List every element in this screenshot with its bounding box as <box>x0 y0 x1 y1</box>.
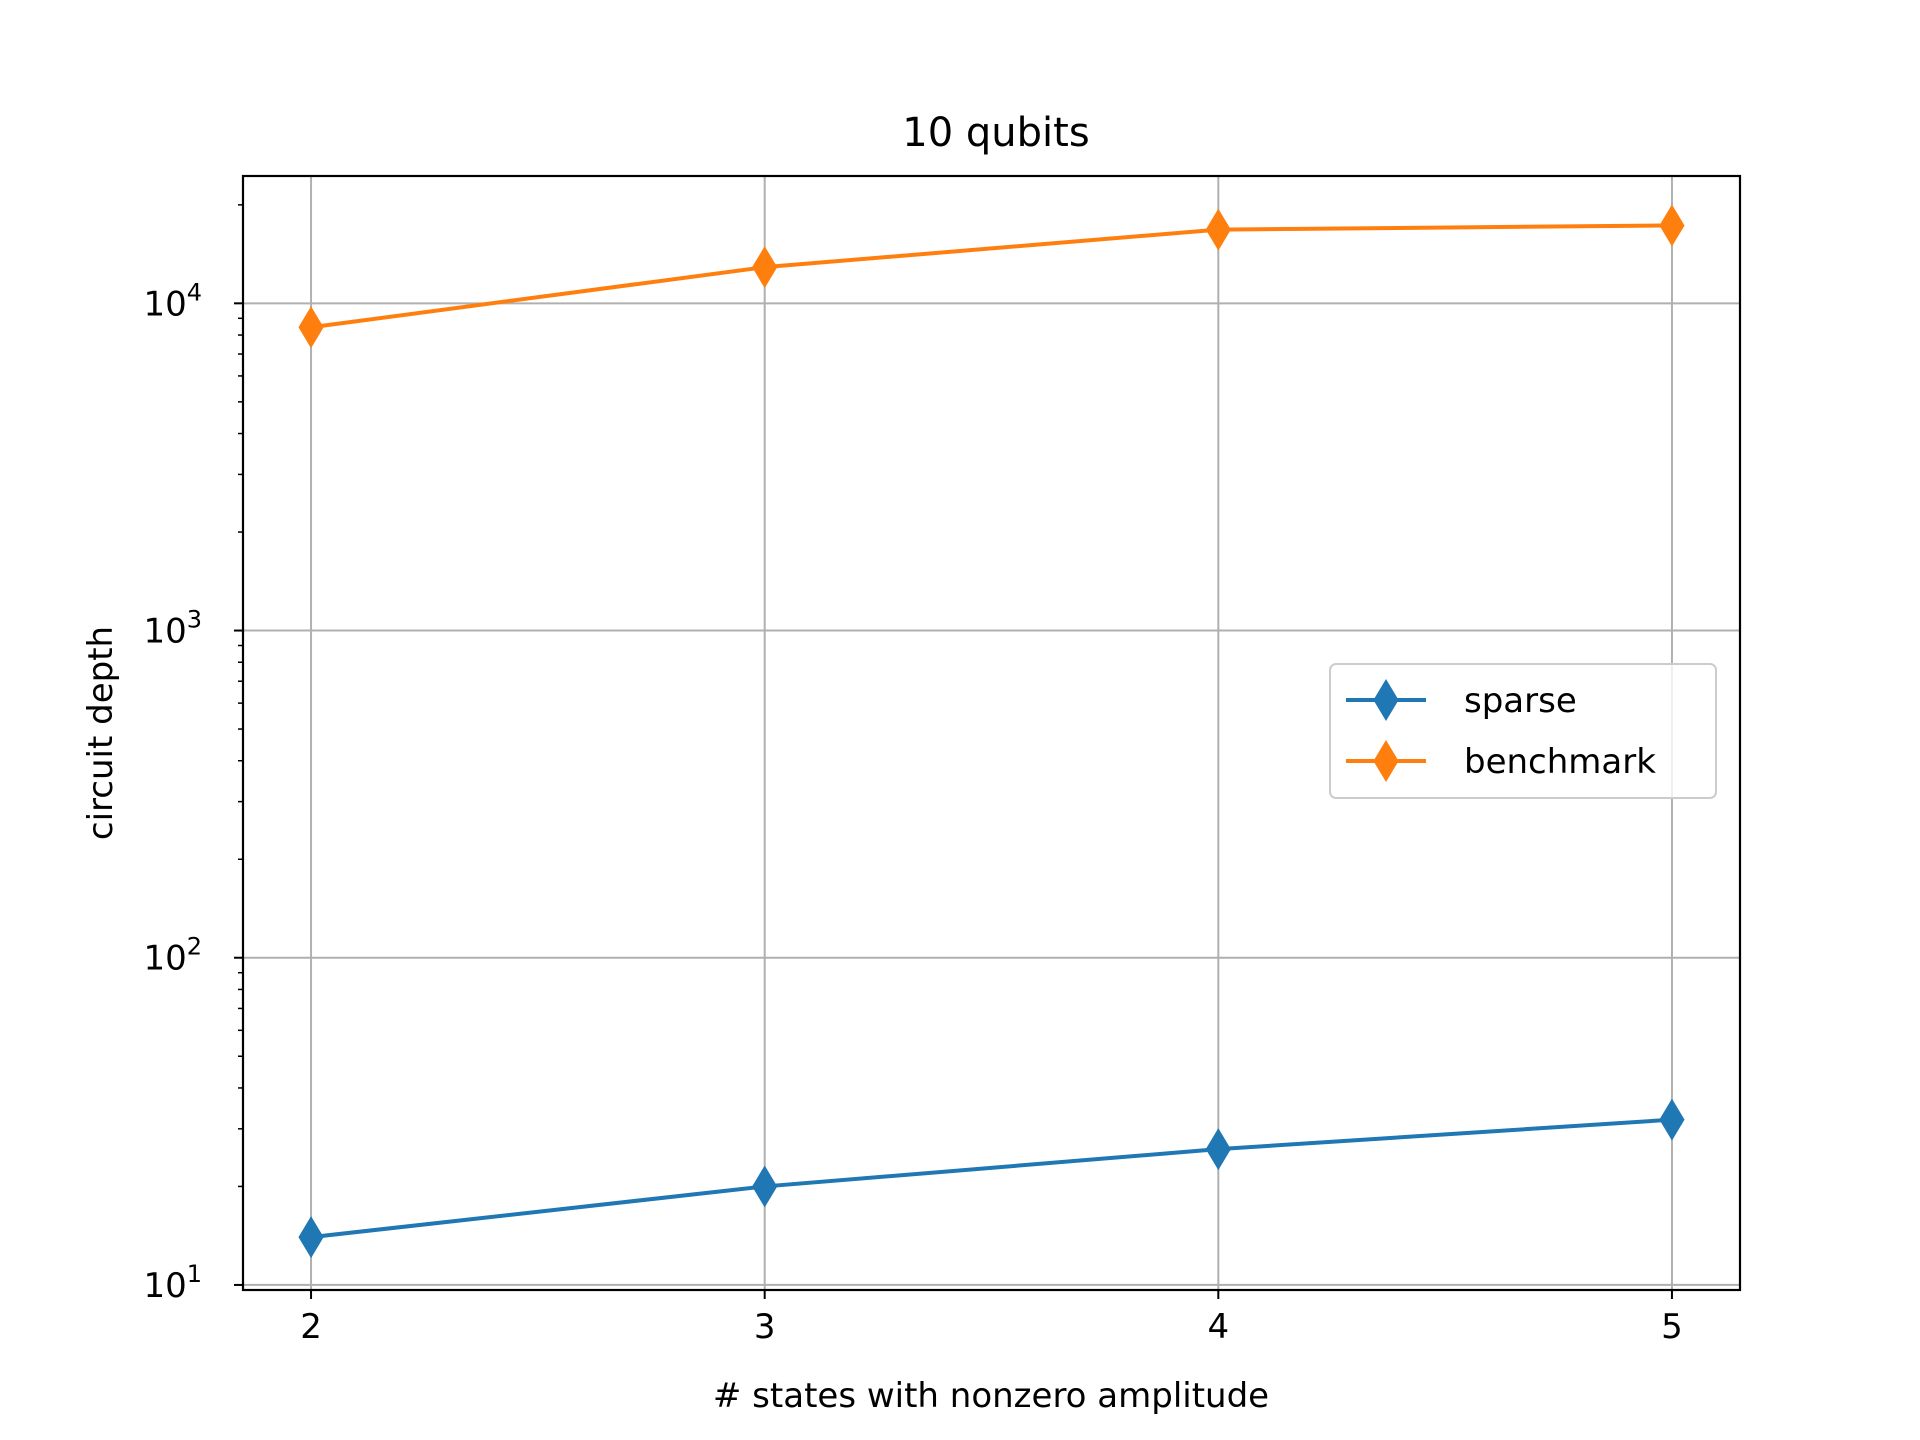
series-line-benchmark <box>308 223 1674 330</box>
series-line-sparse <box>308 1117 1675 1240</box>
legend-box <box>1329 663 1717 799</box>
legend-items: sparse benchmark <box>1346 679 1656 782</box>
data-point-sparse <box>298 1216 324 1259</box>
x-tick-label: 5 <box>1661 1307 1683 1347</box>
y-tick-labels: 101 102 103 104 <box>143 278 202 1306</box>
plot-frame <box>241 174 1742 1292</box>
x-tick-labels: 2 3 4 5 <box>300 1307 1683 1347</box>
x-tick-label: 2 <box>300 1307 322 1347</box>
y-tick-label: 101 <box>143 1260 202 1306</box>
y-tick-label: 102 <box>143 933 202 979</box>
data-point-benchmark <box>1659 204 1685 247</box>
legend-label-benchmark: benchmark <box>1464 742 1656 782</box>
y-tick-label: 103 <box>143 606 202 652</box>
data-point-sparse <box>1659 1098 1685 1141</box>
data-point-benchmark <box>752 246 778 289</box>
data-point-sparse <box>752 1165 778 1208</box>
legend: sparse benchmark <box>1329 663 1717 799</box>
major-ticks <box>234 302 1673 1299</box>
data-point-benchmark <box>1205 208 1231 251</box>
x-tick-label: 4 <box>1207 1307 1229 1347</box>
x-tick-label: 3 <box>754 1307 776 1347</box>
y-axis-label: circuit depth <box>81 626 121 840</box>
legend-marker-sparse <box>1373 679 1399 721</box>
x-axis-label: # states with nonzero amplitude <box>713 1376 1269 1416</box>
data-point-sparse <box>1205 1128 1231 1171</box>
chart-title: 10 qubits <box>902 110 1089 156</box>
data-point-benchmark <box>298 306 324 349</box>
series-lines <box>298 204 1685 1259</box>
legend-marker-benchmark <box>1373 740 1399 782</box>
legend-label-sparse: sparse <box>1464 681 1577 721</box>
y-tick-label: 104 <box>143 278 202 324</box>
